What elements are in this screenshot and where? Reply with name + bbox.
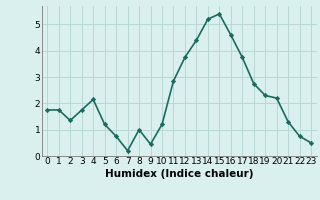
X-axis label: Humidex (Indice chaleur): Humidex (Indice chaleur)	[105, 169, 253, 179]
